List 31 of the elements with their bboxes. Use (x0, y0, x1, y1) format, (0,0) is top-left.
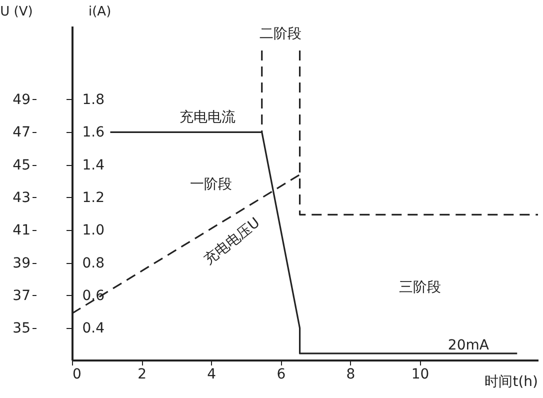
y2-tick-label: 1.8 (82, 92, 104, 108)
y-tick-label: 37 (12, 288, 30, 304)
y2-tick-label: 1.2 (82, 190, 104, 206)
y-tick-label: 35 (12, 320, 30, 337)
x-tick-label: 0 (72, 366, 82, 382)
y2-axis-title: i(A) (88, 4, 112, 20)
annotation: 充电电流 (180, 109, 236, 126)
x-tick-label: 4 (207, 366, 216, 382)
y2-tick-label: 0.6 (82, 288, 105, 304)
annotation: 充电电压U (200, 214, 263, 268)
y2-tick-label: 0.8 (82, 255, 104, 272)
y-tick-label: 39 (12, 255, 30, 272)
annotation: 20mA (448, 337, 490, 354)
y-tick-label: 47 (12, 124, 30, 141)
y2-tick-label: 0.4 (82, 320, 105, 337)
x-tick-label: 8 (346, 366, 356, 382)
annotation: 三阶段 (398, 279, 441, 296)
annotation: 一阶段 (190, 176, 232, 192)
y2-tick-label: 1.4 (82, 157, 105, 174)
annotation: 二阶段 (260, 26, 302, 42)
x-axis-title: 时间t(h) (484, 374, 538, 390)
y2-tick-label: 1.6 (82, 124, 105, 141)
x-tick-label: 10 (411, 366, 430, 382)
y-tick-label: 43 (12, 190, 30, 206)
x-tick-label: 6 (276, 366, 286, 382)
y-tick-label: 41 (12, 222, 30, 239)
y-axis-title: U (V) (0, 4, 33, 20)
y-tick-label: 49 (12, 92, 30, 108)
y-tick-label: 45 (12, 157, 30, 174)
y2-tick-label: 1.0 (82, 222, 104, 239)
x-tick-label: 2 (138, 366, 147, 382)
